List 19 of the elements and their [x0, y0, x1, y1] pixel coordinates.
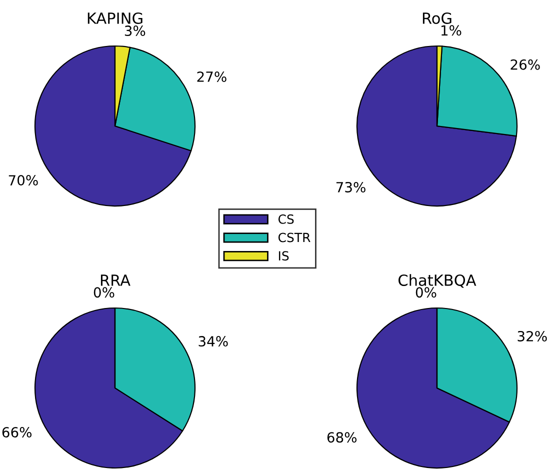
text: 0%	[416, 287, 436, 298]
data-label: 26%	[510, 59, 540, 70]
data-label: 34%	[198, 336, 228, 347]
chart-title: RRA	[100, 274, 130, 286]
data-label: 70%	[8, 175, 38, 186]
data-label: 1%	[441, 25, 462, 36]
data-label: 3%	[124, 26, 146, 36]
data-label: 68%	[327, 432, 357, 443]
legend-label: IS	[278, 251, 289, 261]
data-label: 32%	[518, 330, 547, 342]
chart-title: RoG	[422, 12, 452, 24]
legend-label: CSTR	[278, 232, 310, 242]
data-label: 73%	[336, 182, 366, 192]
data-label: 66%	[2, 427, 32, 438]
legend-label: CS	[278, 214, 294, 224]
data-label: 27%	[197, 71, 226, 82]
chart-title: ChatKBQA	[398, 274, 476, 288]
text: 0%	[94, 287, 114, 298]
chart-title: KAPING	[88, 12, 142, 24]
